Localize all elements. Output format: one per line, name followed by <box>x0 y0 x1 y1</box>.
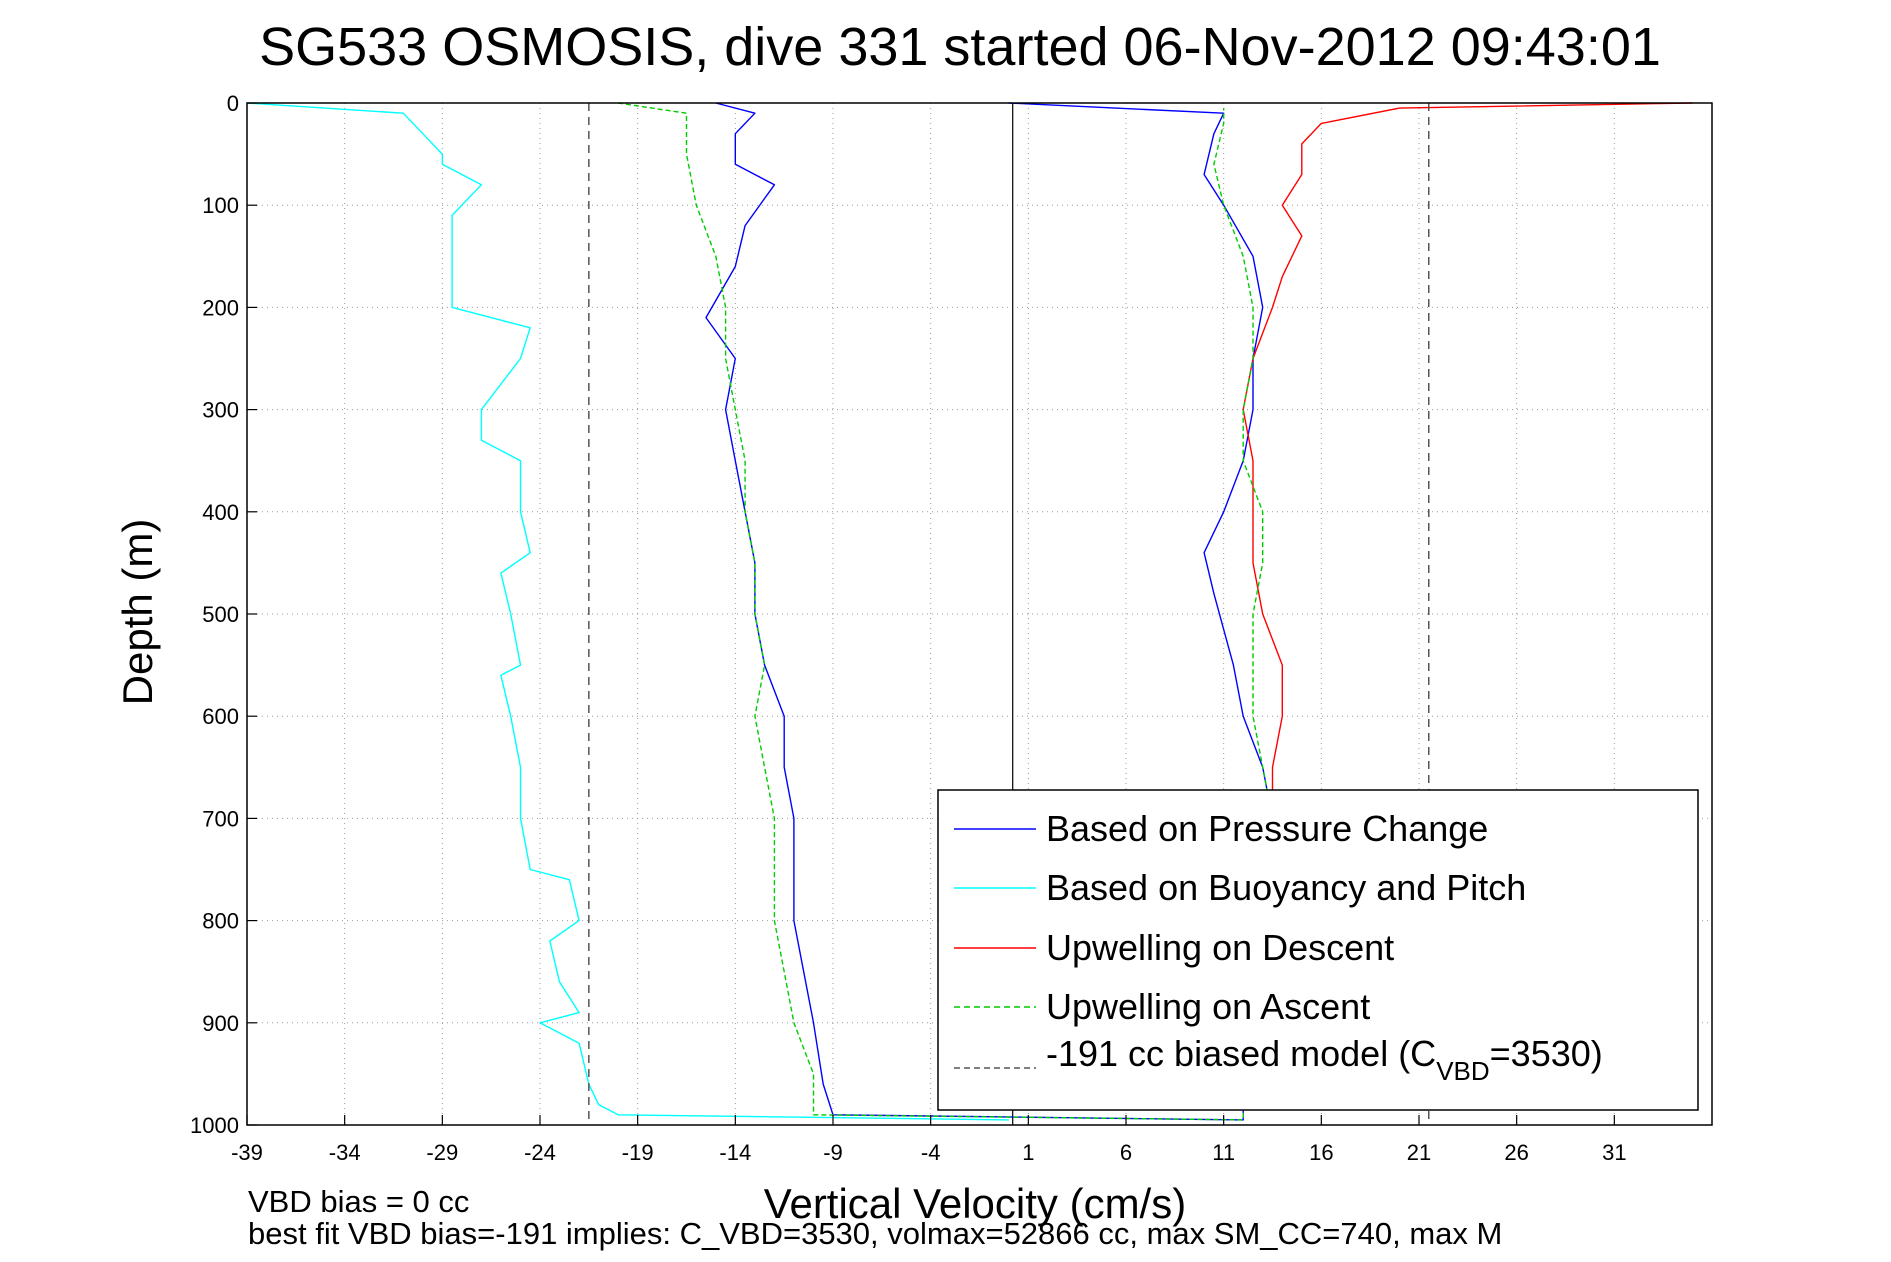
y-tick-label: 0 <box>227 91 239 116</box>
x-tick-label: 1 <box>1022 1140 1034 1165</box>
legend-label-model-main: -191 cc biased model (C <box>1046 1033 1436 1074</box>
x-tick-label: -14 <box>719 1140 751 1165</box>
x-tick-label: 31 <box>1602 1140 1626 1165</box>
y-tick-label: 600 <box>202 704 239 729</box>
x-tick-label: -19 <box>622 1140 654 1165</box>
y-tick-label: 500 <box>202 602 239 627</box>
series-1-line <box>246 102 1009 1121</box>
y-tick-label: 100 <box>202 193 239 218</box>
y-tick-label: 700 <box>202 806 239 831</box>
x-tick-label: 11 <box>1212 1140 1235 1165</box>
legend: Based on Pressure Change Based on Buoyan… <box>937 789 1699 1111</box>
footer-line-2: best fit VBD bias=-191 implies: C_VBD=35… <box>248 1216 1502 1251</box>
x-tick-label: -39 <box>231 1140 263 1165</box>
y-tick-label: 800 <box>202 909 239 934</box>
x-tick-label: 6 <box>1120 1140 1132 1165</box>
x-tick-label: -34 <box>329 1140 361 1165</box>
x-tick-label: -29 <box>426 1140 458 1165</box>
x-axis-label: Vertical Velocity (cm/s) <box>764 1180 1186 1227</box>
y-tick-label: 400 <box>202 500 239 525</box>
x-tick-label: 16 <box>1309 1140 1333 1165</box>
footer-line-1: VBD bias = 0 cc <box>248 1184 469 1219</box>
series-3-line <box>617 102 1274 1121</box>
legend-label-descent: Upwelling on Descent <box>1046 927 1394 968</box>
legend-label-ascent: Upwelling on Ascent <box>1046 986 1370 1027</box>
legend-label-buoyancy: Based on Buoyancy and Pitch <box>1046 867 1526 908</box>
legend-label-model-suffix: =3530) <box>1490 1033 1603 1074</box>
y-tick-label: 900 <box>202 1011 239 1036</box>
y-tick-label: 300 <box>202 398 239 423</box>
legend-label-pressure: Based on Pressure Change <box>1046 808 1488 849</box>
y-tick-label: 200 <box>202 295 239 320</box>
axis-ticks: -39 -34 -29 -24 -19 -14 -9 -4 1 6 11 16 21 26 31010020… <box>190 91 1627 1165</box>
chart-title: SG533 OSMOSIS, dive 331 started 06-Nov-2… <box>259 17 1661 77</box>
y-tick-label: 1000 <box>190 1113 239 1138</box>
legend-box <box>937 789 1699 1111</box>
legend-label-model: -191 cc biased model (CVBD=3530) <box>1046 1033 1603 1086</box>
x-tick-label: -4 <box>921 1140 941 1165</box>
x-tick-label: 26 <box>1504 1140 1528 1165</box>
x-tick-label: -24 <box>524 1140 556 1165</box>
legend-label-model-sub: VBD <box>1436 1056 1489 1086</box>
x-tick-label: 21 <box>1407 1140 1431 1165</box>
y-axis-label: Depth (m) <box>114 519 161 706</box>
x-tick-label: -9 <box>823 1140 843 1165</box>
